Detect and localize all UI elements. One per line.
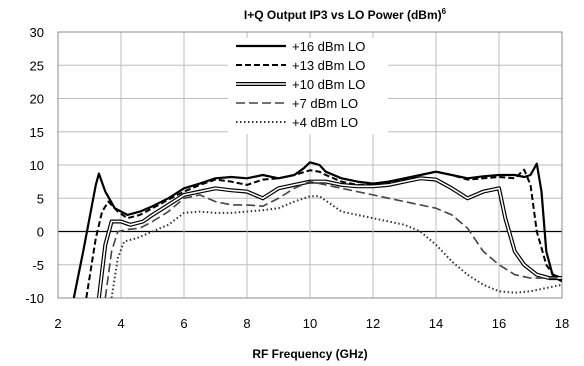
chart-title-superscript: 6 <box>442 7 447 16</box>
legend-label-0: +16 dBm LO <box>292 39 365 54</box>
series-line-4 <box>110 195 562 298</box>
x-tick-label: 8 <box>243 316 250 331</box>
series-line-2-inner <box>98 177 562 298</box>
x-tick-labels: 2 4 6 8 10 12 14 16 18 <box>54 316 569 331</box>
grid <box>57 31 563 299</box>
x-tick-label: 6 <box>180 316 187 331</box>
y-tick-label: -5 <box>32 258 44 273</box>
plot-border <box>57 31 563 299</box>
x-tick-label: 16 <box>492 316 506 331</box>
legend: +16 dBm LO +13 dBm LO +10 dBm LO +7 dBm LO +… <box>228 38 388 134</box>
y-tick-label: 5 <box>37 191 44 206</box>
x-tick-label: 18 <box>555 316 569 331</box>
series-line-3 <box>104 180 562 298</box>
chart-title-text: I+Q Output IP3 vs LO Power (dBm) <box>244 8 442 22</box>
y-tick-label: 20 <box>30 92 44 107</box>
y-tick-label: -10 <box>25 291 44 306</box>
series-line-0 <box>72 161 562 298</box>
y-tick-label: 15 <box>30 125 44 140</box>
legend-label-4: +4 dBm LO <box>292 115 358 130</box>
x-tick-label: 10 <box>303 316 317 331</box>
y-tick-label: 30 <box>30 25 44 40</box>
x-tick-label: 14 <box>429 316 443 331</box>
series-line-1 <box>85 168 562 298</box>
x-tick-label: 2 <box>54 316 61 331</box>
x-axis-label: RF Frequency (GHz) <box>252 347 367 361</box>
legend-label-3: +7 dBm LO <box>292 96 358 111</box>
y-tick-label: 10 <box>30 158 44 173</box>
y-tick-labels: -10 -5 0 5 10 15 20 25 30 <box>25 25 44 306</box>
legend-label-1: +13 dBm LO <box>292 58 365 73</box>
y-tick-label: 25 <box>30 58 44 73</box>
x-tick-label: 4 <box>117 316 124 331</box>
x-tick-label: 12 <box>366 316 380 331</box>
series-lines <box>72 161 562 298</box>
chart-title: I+Q Output IP3 vs LO Power (dBm)6 <box>244 7 447 22</box>
legend-label-2: +10 dBm LO <box>292 77 365 92</box>
y-tick-label: 0 <box>37 225 44 240</box>
